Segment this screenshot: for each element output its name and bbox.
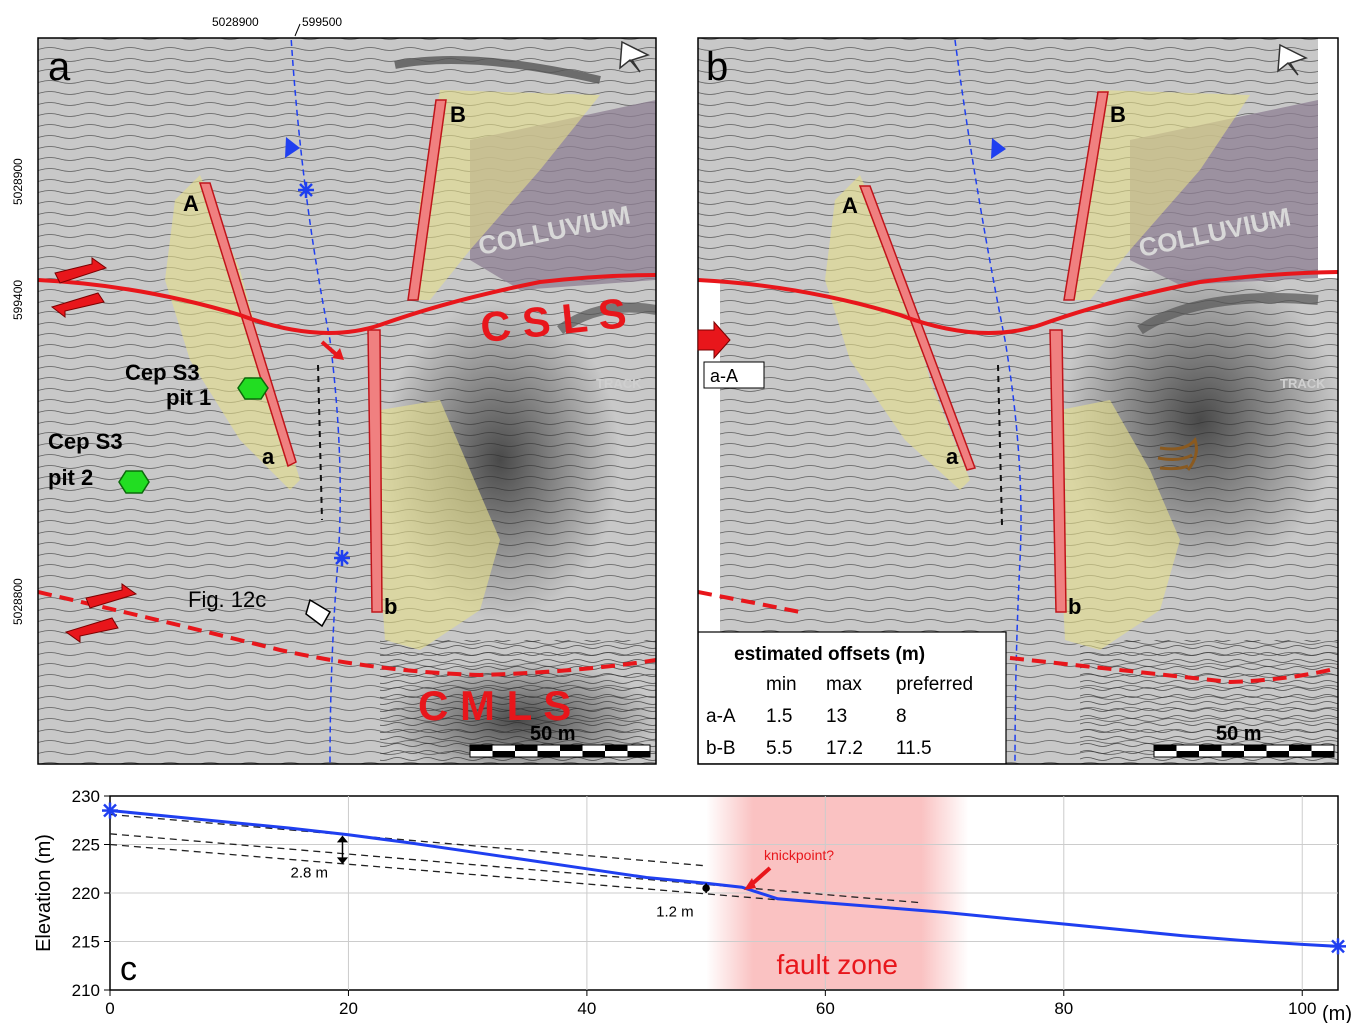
cmls-fault-b [698, 590, 801, 614]
pit2-marker [118, 470, 150, 494]
xtick-label: 100 [1288, 999, 1316, 1018]
pit1-label-line2: pit 1 [166, 385, 211, 410]
projection-line-lower [109, 843, 778, 901]
scale-label-a: 50 m [530, 723, 576, 745]
coord-left-e1: 599400 [11, 280, 25, 320]
offsets-row-bB-max: 17.2 [826, 738, 863, 759]
knickpoint-arrow [750, 866, 772, 886]
profile-xunit: (m) [1322, 1003, 1352, 1023]
label-B-a: B [450, 102, 466, 127]
offsets-row-aA-max: 13 [826, 706, 847, 727]
offsets-table: estimated offsets (m) min max preferred … [698, 631, 1007, 764]
channel-direction-arrow [285, 137, 300, 158]
north-arrow-icon-a [619, 40, 650, 73]
channel-line [290, 38, 341, 764]
track-label-b: TRACK [1280, 376, 1326, 391]
fig12c-label: Fig. 12c [188, 587, 266, 612]
label-b-b: b [1068, 594, 1081, 619]
profile-chart: 210 215 220 225 230 0 20 40 60 80 100 2.8 m 1.2 m… [33, 787, 1352, 1023]
offset-label-2.8: 2.8 m [290, 864, 328, 881]
offsets-row-bB-name: b-B [706, 738, 736, 759]
offset-1.2-marker [702, 883, 710, 893]
profile-letter: c [120, 950, 137, 988]
label-a-a: a [262, 444, 275, 469]
label-A-a: A [183, 191, 199, 216]
offsets-row-aA-min: 1.5 [766, 706, 792, 727]
yellow-deposit-B [410, 90, 600, 300]
label-B-b: B [1110, 102, 1126, 127]
scale-bar-b [1154, 745, 1334, 757]
north-arrow-icon-b [1277, 43, 1308, 76]
coord-left-n2: 5028800 [11, 578, 25, 625]
projection-line-upper [109, 813, 707, 867]
offsets-row-aA-name: a-A [706, 706, 736, 727]
yellow-deposit-A [165, 175, 300, 490]
pit1-marker [237, 377, 269, 400]
elevation-profile-line [109, 809, 1339, 948]
offset-band-bB [407, 99, 447, 301]
profile-end-asterisk [1330, 938, 1346, 955]
panel-a-border [37, 37, 657, 765]
coord-left-n1: 5028900 [11, 158, 25, 205]
ytick-label: 225 [72, 836, 100, 855]
slip-arrows-cmls [64, 583, 138, 643]
red-direction-arrow [697, 320, 731, 360]
offset-2.8-marker [336, 835, 349, 865]
offsets-header-max: max [826, 674, 862, 695]
panel-a-letter: a [48, 45, 71, 89]
pit1-label-line1: Cep S3 [125, 360, 200, 385]
pit2-label-line2: pit 2 [48, 465, 93, 490]
coord-top-northing: 5028900 [212, 15, 259, 29]
view-direction-icon [305, 598, 332, 628]
offsets-title: estimated offsets (m) [734, 644, 925, 665]
brown-slide-icon [1157, 436, 1198, 471]
profile-start-asterisk [102, 802, 118, 819]
offsets-header-min: min [766, 674, 797, 695]
panel-b-border [697, 37, 1339, 765]
pit2-label-line1: Cep S3 [48, 429, 123, 454]
blue-asterisk-1 [298, 182, 314, 198]
label-a-b: a [946, 444, 959, 469]
cmls-fault [38, 590, 656, 678]
profile-ylabel: Elevation (m) [33, 834, 55, 952]
aA-box-label: a-A [710, 366, 738, 386]
offsets-header-preferred: preferred [896, 674, 973, 695]
ytick-label: 210 [72, 981, 100, 1000]
offsets-row-bB-min: 5.5 [766, 738, 792, 759]
xtick-label: 60 [816, 999, 835, 1018]
panel-a: COLLUVIUM TRACK C S L S C M L S A B a b … [37, 37, 657, 765]
panel-b: COLLUVIUM TRACK A B a b b 50 m estimated… [697, 37, 1339, 765]
yellow-deposit-b [375, 400, 500, 650]
blue-asterisk-2 [334, 550, 350, 566]
offsets-row-aA-pref: 8 [896, 706, 907, 727]
xtick-label: 40 [577, 999, 596, 1018]
offsets-row-bB-pref: 11.5 [896, 738, 932, 759]
label-A-b: A [842, 193, 858, 218]
slip-arrows-csls [50, 257, 108, 319]
csls-fault-b [698, 270, 1338, 335]
xtick-label: 20 [339, 999, 358, 1018]
ytick-label: 230 [72, 787, 100, 806]
ytick-label: 220 [72, 884, 100, 903]
offset-band-aA [198, 182, 297, 468]
knickpoint-label: knickpoint? [764, 847, 834, 863]
xtick-label: 80 [1054, 999, 1073, 1018]
ytick-label: 215 [72, 933, 100, 952]
fault-zone-label: fault zone [777, 949, 898, 980]
offset-label-1.2: 1.2 m [656, 903, 694, 920]
csls-fault [38, 273, 656, 335]
label-b-a: b [384, 594, 397, 619]
cmls-label: C M L S [418, 682, 571, 729]
panel-b-letter: b [706, 45, 728, 89]
scale-bar-a [470, 745, 650, 757]
track-label-a: TRACK [596, 376, 642, 391]
xtick-label: 0 [105, 999, 114, 1018]
projection-line-middle [109, 833, 921, 904]
scale-label-b: 50 m [1216, 723, 1262, 745]
coord-top-easting: 599500 [302, 15, 342, 29]
